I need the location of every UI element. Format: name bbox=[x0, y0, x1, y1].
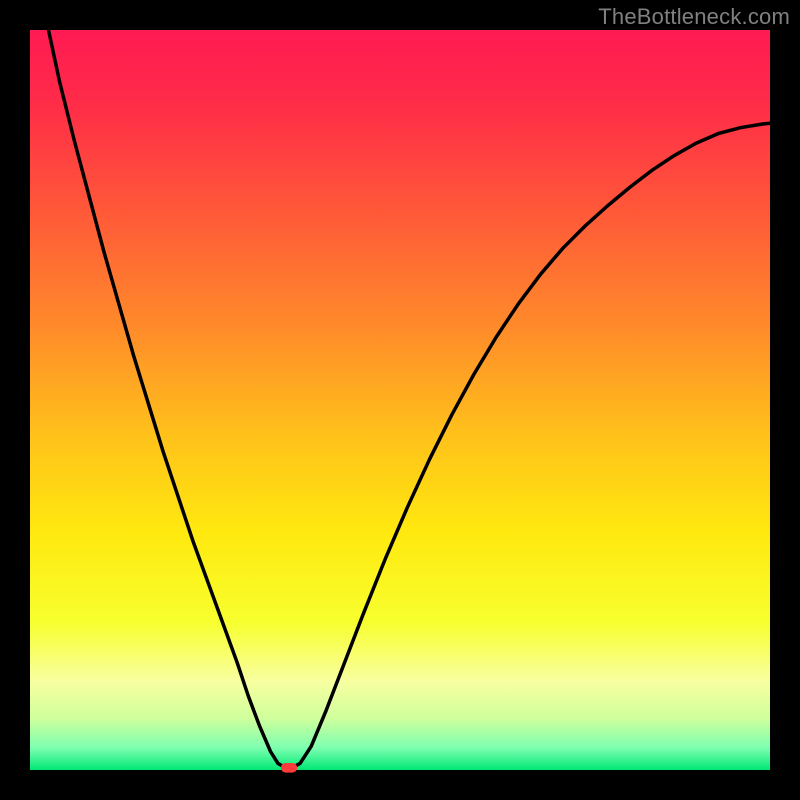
optimal-point-marker bbox=[281, 763, 297, 773]
chart-frame: { "watermark": { "text": "TheBottleneck.… bbox=[0, 0, 800, 800]
plot-background bbox=[30, 30, 770, 770]
bottleneck-chart bbox=[0, 0, 800, 800]
watermark-text: TheBottleneck.com bbox=[598, 4, 790, 30]
